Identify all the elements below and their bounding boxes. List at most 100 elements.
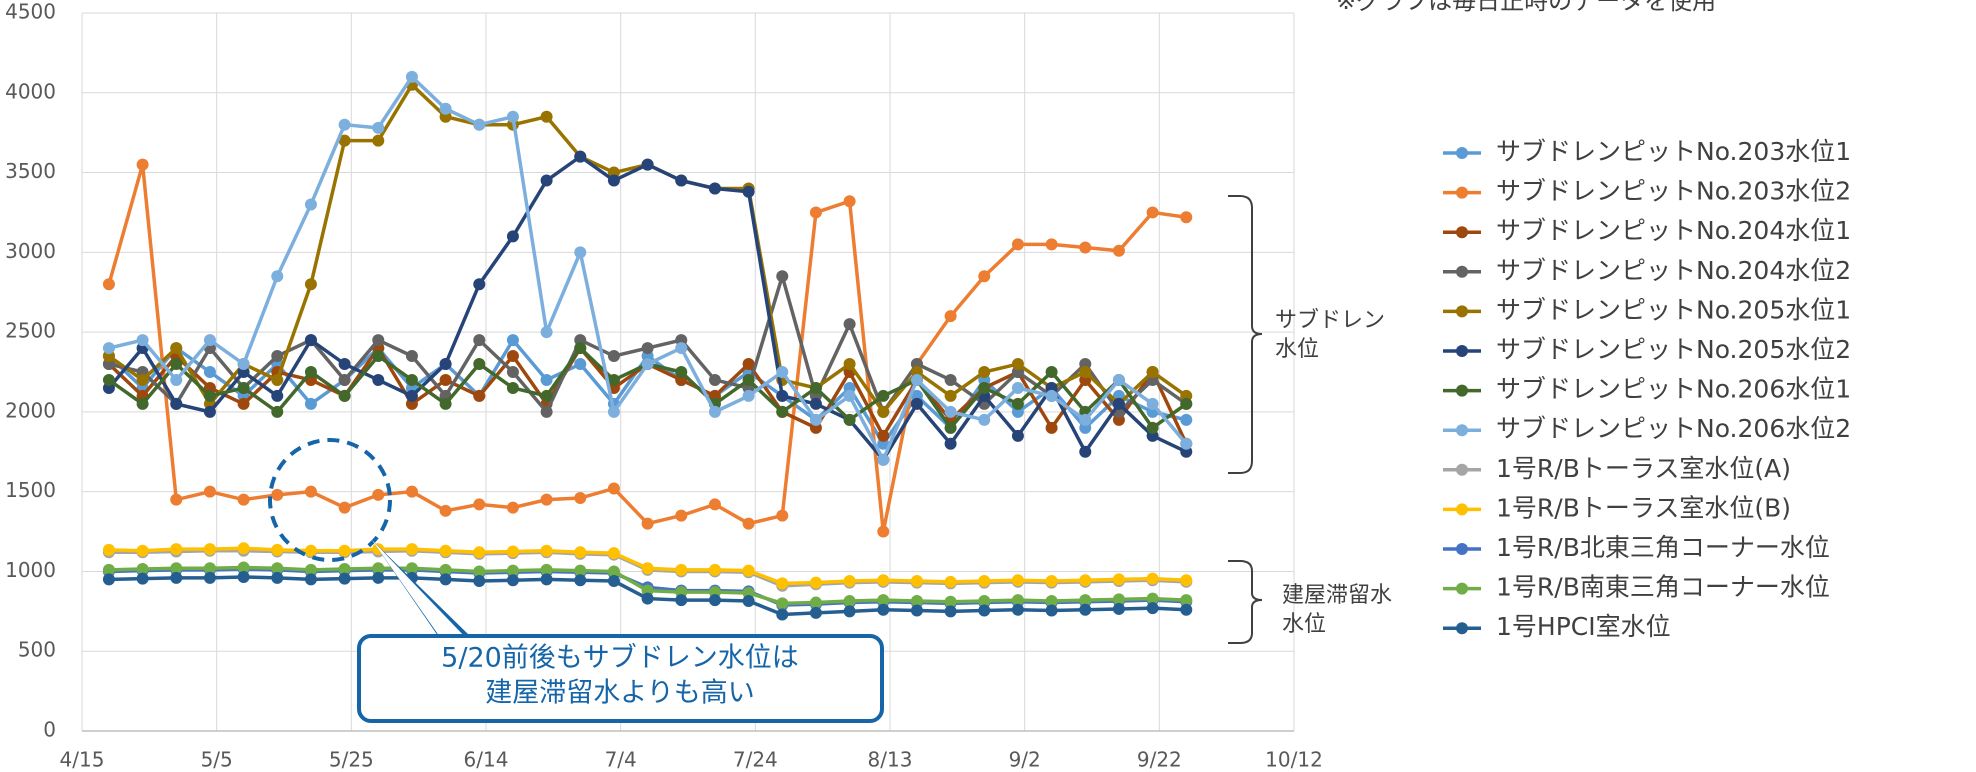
legend-label: 1号HPCI室水位 bbox=[1496, 612, 1671, 641]
data-point bbox=[843, 195, 856, 208]
data-point bbox=[1146, 421, 1159, 434]
data-point bbox=[304, 198, 317, 211]
data-point bbox=[641, 158, 654, 171]
legend-swatch bbox=[1456, 305, 1468, 318]
data-point bbox=[910, 594, 923, 607]
data-point bbox=[203, 389, 216, 402]
data-point bbox=[978, 381, 991, 394]
data-point bbox=[1146, 602, 1159, 615]
data-point bbox=[203, 571, 216, 584]
data-point bbox=[338, 563, 351, 576]
data-point bbox=[843, 605, 856, 618]
data-point bbox=[102, 563, 115, 576]
data-point bbox=[540, 174, 553, 187]
data-point bbox=[506, 501, 519, 514]
data-point bbox=[843, 413, 856, 426]
legend-swatch bbox=[1456, 463, 1468, 476]
data-point bbox=[809, 413, 822, 426]
x-tick-label: 5/25 bbox=[329, 748, 374, 772]
data-point bbox=[203, 334, 216, 347]
data-point bbox=[574, 564, 587, 577]
data-point bbox=[439, 358, 452, 371]
data-point bbox=[473, 546, 486, 559]
data-point bbox=[843, 594, 856, 607]
data-point bbox=[978, 604, 991, 617]
bracket bbox=[1228, 560, 1263, 644]
data-point bbox=[540, 563, 553, 576]
data-point bbox=[506, 230, 519, 243]
data-point bbox=[607, 350, 620, 363]
data-point bbox=[506, 545, 519, 558]
data-point bbox=[1180, 594, 1193, 607]
data-point bbox=[473, 565, 486, 578]
data-point bbox=[170, 358, 183, 371]
data-point bbox=[1011, 429, 1024, 442]
data-point bbox=[540, 405, 553, 418]
x-tick-label: 7/24 bbox=[733, 748, 778, 772]
series bbox=[102, 561, 1193, 610]
data-point bbox=[1146, 397, 1159, 410]
data-point bbox=[776, 509, 789, 522]
data-point bbox=[237, 358, 250, 371]
data-point bbox=[1112, 602, 1125, 615]
data-point bbox=[237, 493, 250, 506]
data-point bbox=[170, 562, 183, 575]
data-point bbox=[675, 366, 688, 378]
data-point bbox=[372, 571, 385, 584]
legend-swatch bbox=[1456, 265, 1468, 278]
data-point bbox=[372, 134, 385, 147]
y-tick-label: 1500 bbox=[5, 478, 56, 502]
data-point bbox=[708, 594, 721, 607]
data-point bbox=[237, 561, 250, 574]
data-point bbox=[473, 389, 486, 402]
series bbox=[102, 542, 1193, 590]
data-point bbox=[978, 575, 991, 588]
data-point bbox=[944, 605, 957, 618]
data-point bbox=[271, 405, 284, 418]
data-point bbox=[170, 493, 183, 506]
data-point bbox=[271, 350, 284, 363]
data-point bbox=[877, 525, 890, 538]
data-point bbox=[372, 488, 385, 501]
y-tick-label: 500 bbox=[18, 638, 56, 662]
data-point bbox=[405, 562, 418, 575]
data-point bbox=[675, 342, 688, 355]
legend-label: 1号R/Bトーラス室水位(A) bbox=[1496, 454, 1791, 483]
data-point bbox=[439, 397, 452, 410]
data-point bbox=[540, 573, 553, 586]
data-point bbox=[170, 373, 183, 386]
data-point bbox=[1180, 574, 1193, 587]
legend-label: サブドレンピットNo.206水位1 bbox=[1496, 375, 1851, 404]
data-point bbox=[675, 509, 688, 522]
data-point bbox=[405, 373, 418, 386]
data-point bbox=[439, 563, 452, 576]
data-point bbox=[136, 158, 149, 171]
bracket bbox=[1228, 195, 1263, 474]
data-point bbox=[237, 397, 250, 410]
data-point bbox=[607, 565, 620, 578]
y-tick-label: 1000 bbox=[5, 558, 56, 582]
data-point bbox=[372, 373, 385, 386]
data-point bbox=[1180, 413, 1193, 426]
data-point bbox=[506, 350, 519, 363]
data-point bbox=[271, 373, 284, 386]
data-point bbox=[910, 373, 923, 386]
data-point bbox=[978, 413, 991, 426]
x-tick-label: 4/15 bbox=[60, 748, 105, 772]
data-point bbox=[708, 563, 721, 576]
data-point bbox=[877, 429, 890, 442]
data-point bbox=[405, 350, 418, 363]
legend-swatch bbox=[1456, 503, 1468, 516]
data-point bbox=[574, 246, 587, 259]
legend-label: サブドレンピットNo.203水位2 bbox=[1496, 177, 1851, 206]
series bbox=[102, 571, 1193, 621]
legend-label: サブドレンピットNo.204水位2 bbox=[1496, 256, 1851, 285]
data-point bbox=[944, 373, 957, 386]
data-point bbox=[675, 563, 688, 576]
data-point bbox=[607, 174, 620, 187]
legend-swatch bbox=[1456, 582, 1468, 595]
data-point bbox=[574, 574, 587, 587]
data-point bbox=[776, 597, 789, 610]
data-point bbox=[439, 544, 452, 557]
callout-box bbox=[357, 634, 884, 723]
